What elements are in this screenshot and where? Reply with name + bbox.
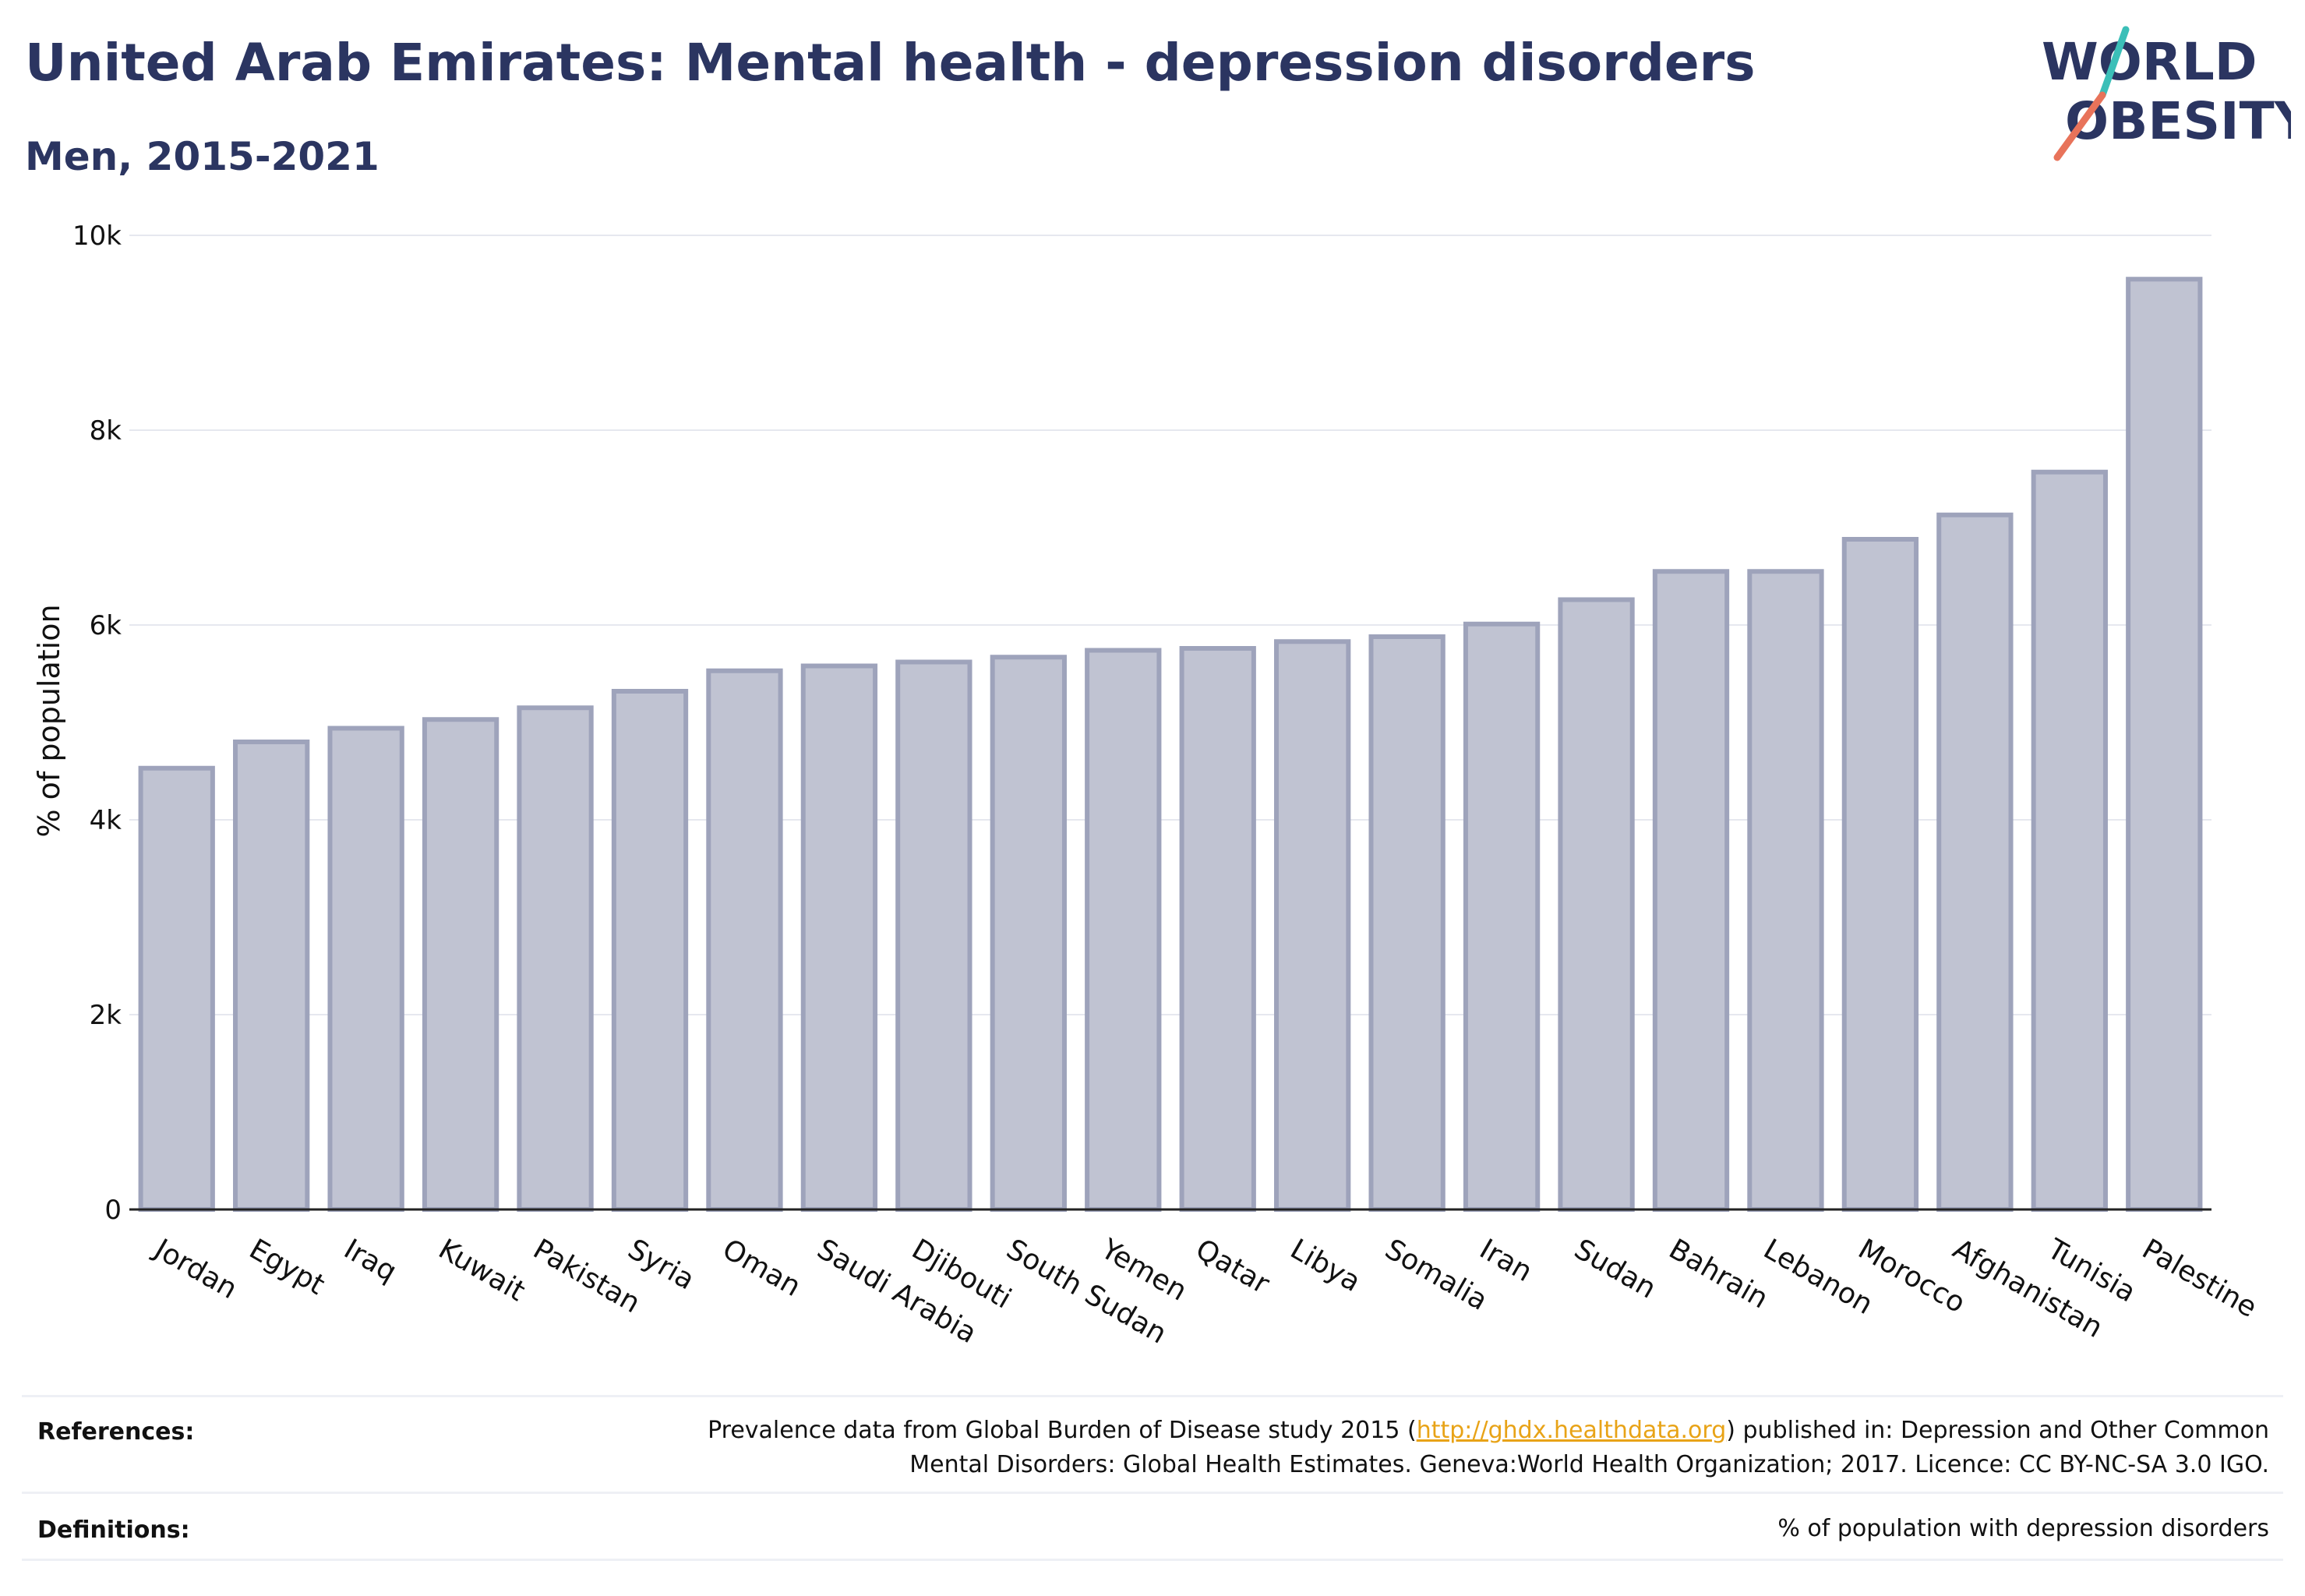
x-tick-label: South Sudan	[1001, 1233, 1172, 1350]
bar-bahrain[interactable]	[1652, 569, 1730, 1212]
bar-libya[interactable]	[1274, 639, 1351, 1212]
bar-iran[interactable]	[1463, 621, 1541, 1212]
bar-chart: 0 2k 4k 6k 8k 10k Jordan Egypt Iraq KuwaitPakista…	[32, 221, 2262, 1351]
references-text-part3: Mental Disorders: Global Health Estimate…	[909, 1451, 2269, 1478]
chart-subtitle: Men, 2015-2021	[25, 134, 379, 179]
y-tick-label: 2k	[90, 1000, 122, 1031]
x-tick-label: Palestine	[2137, 1233, 2262, 1324]
x-tick-label: Sudan	[1569, 1233, 1661, 1305]
bar-jordan[interactable]	[138, 765, 215, 1212]
x-tick-label: Lebanon	[1758, 1233, 1878, 1321]
y-axis-label: % of population	[32, 604, 66, 837]
logo-slash-coral	[2053, 91, 2106, 161]
references-text-part1: Prevalence data from Global Burden of Di…	[708, 1417, 1417, 1444]
x-tick-label: Bahrain	[1664, 1233, 1774, 1315]
bar-qatar[interactable]	[1179, 646, 1256, 1212]
bar-south-sudan[interactable]	[990, 655, 1067, 1212]
x-tick-label: Saudi Arabia	[812, 1233, 982, 1350]
world-obesity-logo: WORLD OBESITY	[2042, 26, 2291, 161]
definitions-label: Definitions:	[37, 1517, 190, 1544]
x-tick-label: Morocco	[1853, 1233, 1971, 1319]
bar-afghanistan[interactable]	[1936, 512, 2014, 1212]
references-text: Prevalence data from Global Burden of Di…	[555, 1414, 2269, 1482]
x-tick-label: Iraq	[338, 1233, 401, 1288]
bar-egypt[interactable]	[233, 740, 310, 1212]
x-tick-label: Pakistan	[528, 1233, 645, 1319]
x-tick-label: Somalia	[1379, 1233, 1492, 1317]
footer-divider-top	[22, 1395, 2283, 1397]
x-tick-label: Qatar	[1190, 1233, 1274, 1300]
x-tick-label: Egypt	[244, 1233, 330, 1301]
x-tick-label: Oman	[717, 1233, 806, 1303]
y-tick-label: 8k	[90, 415, 122, 447]
logo-text-world: WORLD	[2042, 32, 2257, 92]
logo-text-obesity: OBESITY	[2065, 91, 2291, 151]
bar-syria[interactable]	[611, 689, 689, 1212]
bar-morocco[interactable]	[1841, 537, 1919, 1212]
definitions-text: % of population with depression disorder…	[1777, 1515, 2269, 1542]
bar-pakistan[interactable]	[517, 705, 594, 1212]
bars	[138, 277, 2203, 1212]
footer-divider-bottom	[22, 1559, 2283, 1561]
chart-title: United Arab Emirates: Mental health - de…	[25, 33, 1756, 93]
references-text-part2: ) published in: Depression and Other Com…	[1726, 1417, 2269, 1444]
bar-yemen[interactable]	[1085, 648, 1162, 1212]
bar-sudan[interactable]	[1558, 597, 1635, 1212]
x-tick-label: Iran	[1474, 1233, 1537, 1288]
y-tick-label: 0	[104, 1195, 122, 1226]
references-label: References:	[37, 1418, 195, 1446]
bar-saudi-arabia[interactable]	[800, 663, 878, 1212]
bar-kuwait[interactable]	[422, 717, 499, 1212]
bar-tunisia[interactable]	[2031, 469, 2108, 1212]
y-tick-label: 10k	[72, 221, 122, 252]
references-link[interactable]: http://ghdx.healthdata.org	[1416, 1417, 1727, 1444]
x-tick-label: Libya	[1285, 1233, 1366, 1298]
bar-iraq[interactable]	[327, 726, 404, 1212]
footer-divider-mid	[22, 1492, 2283, 1494]
bar-somalia[interactable]	[1368, 634, 1445, 1212]
bar-palestine[interactable]	[2126, 277, 2203, 1212]
bar-djibouti[interactable]	[895, 659, 972, 1212]
logo-slash-teal	[2099, 26, 2130, 99]
x-tick-label: Jordan	[148, 1232, 242, 1305]
bar-lebanon[interactable]	[1747, 569, 1824, 1212]
y-tick-label: 4k	[90, 805, 122, 836]
y-tick-label: 6k	[90, 610, 122, 641]
bar-oman[interactable]	[706, 668, 783, 1212]
x-tick-label: Kuwait	[433, 1233, 531, 1308]
